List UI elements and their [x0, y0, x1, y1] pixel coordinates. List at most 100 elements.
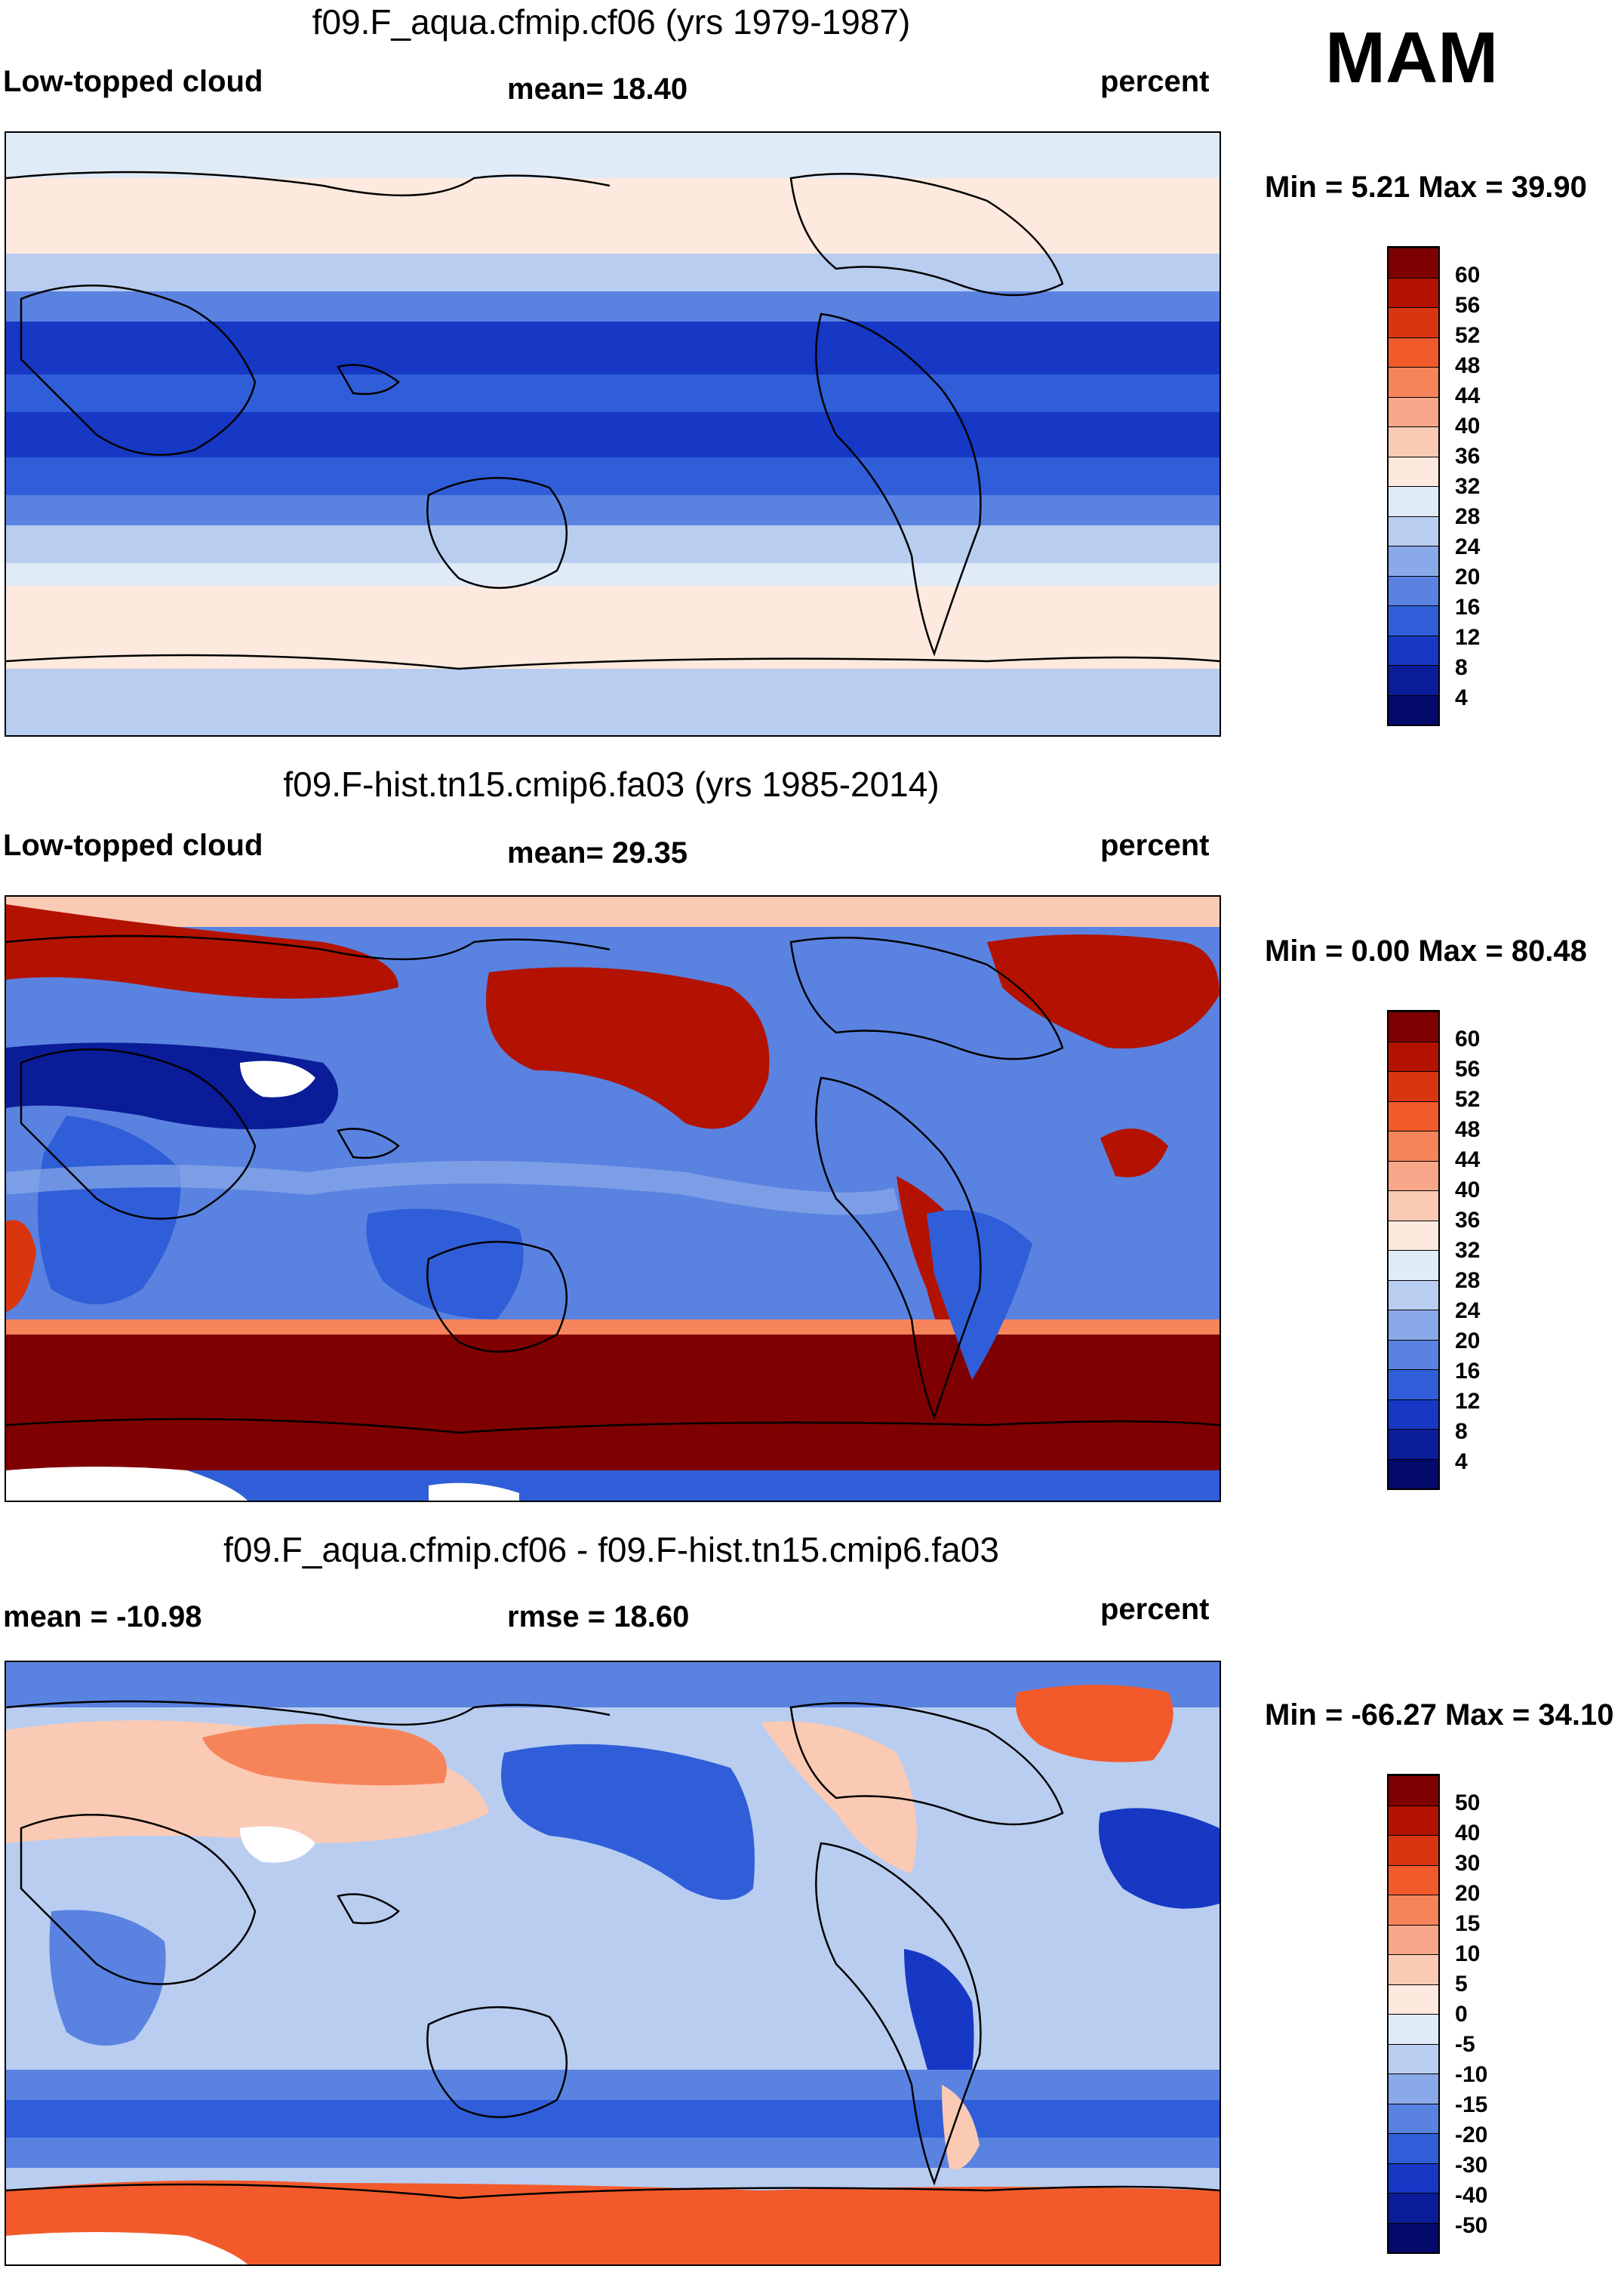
colorbar-segment — [1389, 1071, 1438, 1101]
colorbar-tick: -15 — [1455, 2092, 1488, 2117]
season-label: MAM — [1325, 17, 1499, 98]
colorbar-segment — [1389, 1864, 1438, 1895]
colorbar-segment — [1389, 2193, 1438, 2223]
colorbar-segment — [1389, 1220, 1438, 1250]
colorbar-segment — [1389, 307, 1438, 337]
minmax-label: Min = 5.21 Max = 39.90 — [1265, 171, 1587, 204]
colorbar-segment — [1389, 2073, 1438, 2104]
colorbar-tick: 50 — [1455, 1790, 1481, 1815]
colorbar-tick: 8 — [1455, 655, 1468, 680]
colorbar-segment — [1389, 396, 1438, 426]
colorbar-tick: 20 — [1455, 1328, 1481, 1353]
panel-title: f09.F_aqua.cfmip.cf06 (yrs 1979-1987) — [312, 2, 911, 42]
colorbar-tick: -30 — [1455, 2153, 1488, 2178]
panel-title: f09.F-hist.tn15.cmip6.fa03 (yrs 1985-201… — [283, 765, 940, 804]
colorbar-tick: 24 — [1455, 1298, 1481, 1323]
colorbar-tick: -10 — [1455, 2062, 1488, 2087]
colorbar-tick: 10 — [1455, 1941, 1481, 1966]
colorbar-segment — [1389, 2133, 1438, 2163]
colorbar — [1387, 246, 1440, 726]
colorbar-tick: 48 — [1455, 1117, 1481, 1142]
colorbar-segment — [1389, 1924, 1438, 1954]
colorbar-tick: 15 — [1455, 1911, 1481, 1936]
map-plot — [5, 895, 1221, 1502]
colorbar-segment — [1389, 277, 1438, 307]
map-plot — [5, 131, 1221, 737]
contour-field — [6, 897, 1220, 1501]
colorbar-segment — [1389, 248, 1438, 278]
colorbar-tick: 52 — [1455, 1087, 1481, 1112]
colorbar-segment — [1389, 456, 1438, 486]
colorbar-segment — [1389, 546, 1438, 576]
colorbar-tick: 60 — [1455, 1027, 1481, 1051]
colorbar-tick: 5 — [1455, 1972, 1468, 1996]
colorbar-tick: 20 — [1455, 565, 1481, 590]
colorbar-segment — [1389, 1984, 1438, 2014]
colorbar-tick: -50 — [1455, 2213, 1488, 2238]
colorbar-segment — [1389, 367, 1438, 397]
colorbar-segment — [1389, 1041, 1438, 1071]
panel-title: f09.F_aqua.cfmip.cf06 - f09.F-hist.tn15.… — [223, 1530, 999, 1569]
colorbar-tick: 40 — [1455, 414, 1481, 439]
colorbar-tick: 36 — [1455, 444, 1481, 469]
colorbar-segment — [1389, 486, 1438, 516]
colorbar-segment — [1389, 1458, 1438, 1488]
map-plot — [5, 1661, 1221, 2266]
units-label: percent — [1100, 829, 1210, 862]
contour-field — [6, 1662, 1220, 2264]
colorbar-segment — [1389, 1369, 1438, 1399]
colorbar-segment — [1389, 2103, 1438, 2133]
colorbar-segment — [1389, 1310, 1438, 1340]
colorbar-tick: 40 — [1455, 1821, 1481, 1846]
mean-label: mean = -10.98 — [3, 1600, 202, 1633]
colorbar-segment — [1389, 1250, 1438, 1280]
colorbar-tick: 28 — [1455, 1268, 1481, 1293]
colorbar-tick: 12 — [1455, 1389, 1481, 1414]
colorbar-tick: 36 — [1455, 1208, 1481, 1233]
units-label: percent — [1100, 1593, 1210, 1626]
colorbar-segment — [1389, 1399, 1438, 1429]
minmax-label: Min = -66.27 Max = 34.10 — [1265, 1698, 1614, 1732]
colorbar — [1387, 1774, 1440, 2254]
colorbar-segment — [1389, 694, 1438, 725]
colorbar-tick: 52 — [1455, 323, 1481, 348]
colorbar-segment — [1389, 1131, 1438, 1161]
colorbar-tick: 30 — [1455, 1851, 1481, 1876]
colorbar-tick: 44 — [1455, 1147, 1481, 1172]
variable-label: Low-topped cloud — [3, 829, 263, 862]
colorbar-segment — [1389, 635, 1438, 665]
colorbar-tick: 20 — [1455, 1881, 1481, 1906]
colorbar-segment — [1389, 1895, 1438, 1925]
colorbar-tick: 48 — [1455, 353, 1481, 378]
colorbar-segment — [1389, 426, 1438, 457]
colorbar-segment — [1389, 2014, 1438, 2044]
colorbar-segment — [1389, 665, 1438, 695]
colorbar-tick: -5 — [1455, 2032, 1475, 2057]
colorbar-segment — [1389, 1429, 1438, 1459]
minmax-label: Min = 0.00 Max = 80.48 — [1265, 934, 1587, 968]
colorbar-tick: 28 — [1455, 504, 1481, 529]
colorbar-tick: 32 — [1455, 1238, 1481, 1263]
units-label: percent — [1100, 65, 1210, 98]
colorbar-tick: 0 — [1455, 2002, 1468, 2027]
colorbar-segment — [1389, 1835, 1438, 1865]
colorbar-tick: 4 — [1455, 1449, 1468, 1474]
mean-label: mean= 18.40 — [507, 72, 688, 106]
colorbar-tick: 56 — [1455, 293, 1481, 318]
colorbar-segment — [1389, 337, 1438, 367]
colorbar-segment — [1389, 1805, 1438, 1835]
colorbar-tick: 12 — [1455, 625, 1481, 650]
mean-label: mean= 29.35 — [507, 836, 688, 870]
colorbar-tick: -40 — [1455, 2183, 1488, 2208]
rmse-label: rmse = 18.60 — [507, 1600, 690, 1633]
colorbar-tick: 4 — [1455, 685, 1468, 710]
colorbar-tick: 32 — [1455, 474, 1481, 499]
colorbar-tick: 56 — [1455, 1057, 1481, 1082]
colorbar-segment — [1389, 1190, 1438, 1221]
colorbar-segment — [1389, 1101, 1438, 1131]
colorbar-segment — [1389, 2222, 1438, 2252]
colorbar-tick: 60 — [1455, 263, 1481, 288]
variable-label: Low-topped cloud — [3, 65, 263, 98]
colorbar-segment — [1389, 2043, 1438, 2073]
colorbar-tick: 24 — [1455, 534, 1481, 559]
